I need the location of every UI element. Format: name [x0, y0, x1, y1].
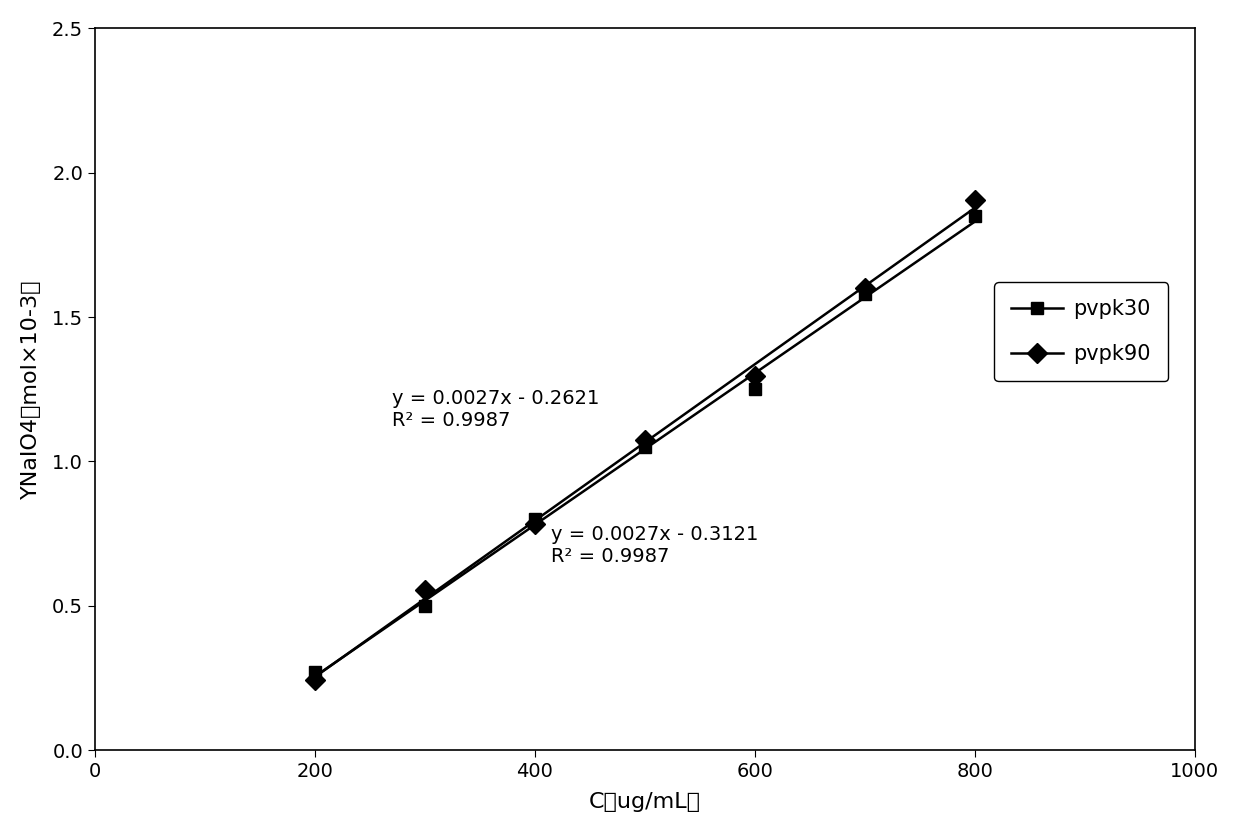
- Text: y = 0.0027x - 0.3121
R² = 0.9987: y = 0.0027x - 0.3121 R² = 0.9987: [552, 525, 759, 566]
- pvpk90: [527, 519, 542, 529]
- pvpk90: [308, 675, 322, 685]
- pvpk30: [857, 289, 872, 299]
- Line: pvpk90: pvpk90: [308, 193, 982, 686]
- pvpk30: [967, 211, 982, 221]
- pvpk30: [637, 442, 652, 452]
- pvpk90: [637, 435, 652, 445]
- Y-axis label: YNaIO4（mol×10-3）: YNaIO4（mol×10-3）: [21, 280, 41, 499]
- Text: y = 0.0027x - 0.2621
R² = 0.9987: y = 0.0027x - 0.2621 R² = 0.9987: [392, 389, 599, 430]
- X-axis label: C（ug/mL）: C（ug/mL）: [589, 792, 701, 812]
- pvpk30: [748, 384, 763, 394]
- pvpk30: [418, 601, 433, 611]
- pvpk90: [857, 283, 872, 293]
- pvpk90: [748, 372, 763, 382]
- Legend: pvpk30, pvpk90: pvpk30, pvpk90: [994, 282, 1168, 381]
- pvpk30: [308, 667, 322, 677]
- pvpk90: [967, 195, 982, 205]
- pvpk30: [527, 514, 542, 524]
- Line: pvpk30: pvpk30: [309, 210, 981, 679]
- pvpk90: [418, 585, 433, 595]
